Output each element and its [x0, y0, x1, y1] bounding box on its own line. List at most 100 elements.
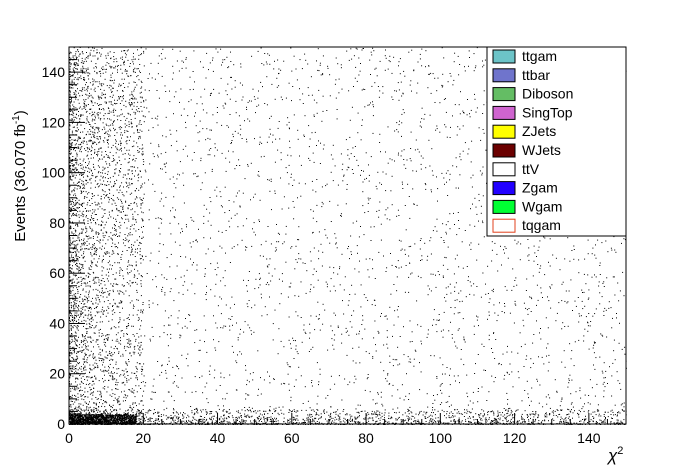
- scatter-point: [126, 346, 128, 348]
- scatter-point: [400, 266, 402, 268]
- scatter-point: [76, 358, 78, 360]
- scatter-point: [130, 226, 132, 227]
- scatter-point: [587, 274, 589, 276]
- scatter-point: [78, 336, 79, 338]
- scatter-point: [341, 169, 343, 171]
- scatter-point: [378, 251, 380, 253]
- scatter-point: [93, 277, 95, 279]
- scatter-point: [71, 190, 73, 192]
- scatter-point: [623, 238, 625, 240]
- scatter-point: [100, 279, 102, 281]
- scatter-point: [445, 172, 447, 174]
- scatter-point: [133, 98, 135, 100]
- scatter-point: [537, 264, 539, 265]
- scatter-point: [228, 126, 229, 128]
- scatter-point: [112, 289, 114, 291]
- scatter-point: [430, 273, 432, 275]
- scatter-point: [74, 158, 76, 160]
- scatter-point: [141, 276, 143, 278]
- scatter-point: [135, 98, 137, 100]
- scatter-point: [78, 319, 80, 321]
- scatter-point: [440, 421, 442, 423]
- scatter-point: [72, 206, 74, 207]
- scatter-point: [87, 148, 89, 150]
- scatter-point: [145, 382, 147, 384]
- scatter-point: [110, 76, 112, 78]
- scatter-point: [391, 175, 393, 177]
- scatter-point: [128, 121, 130, 123]
- scatter-point: [237, 192, 238, 194]
- scatter-point: [503, 378, 505, 380]
- scatter-point: [334, 233, 336, 235]
- scatter-point: [235, 112, 237, 114]
- scatter-point: [98, 127, 100, 129]
- scatter-point: [95, 307, 97, 309]
- scatter-point: [84, 140, 85, 142]
- scatter-point: [140, 280, 142, 282]
- scatter-point: [436, 230, 438, 232]
- scatter-point: [70, 170, 72, 172]
- scatter-point: [222, 105, 224, 107]
- scatter-point: [398, 65, 399, 67]
- scatter-point: [534, 252, 536, 254]
- scatter-point: [130, 166, 132, 168]
- scatter-point: [225, 103, 227, 105]
- scatter-point: [122, 250, 124, 252]
- scatter-point: [337, 409, 339, 411]
- scatter-point: [109, 293, 111, 295]
- scatter-point: [76, 140, 78, 142]
- scatter-point: [319, 163, 321, 164]
- scatter-point: [159, 200, 161, 202]
- scatter-point: [95, 251, 97, 253]
- scatter-point: [437, 188, 439, 190]
- scatter-point: [123, 293, 125, 295]
- scatter-point: [72, 142, 73, 144]
- scatter-point: [588, 395, 590, 396]
- scatter-point: [293, 114, 295, 116]
- scatter-point: [85, 412, 87, 414]
- scatter-point: [102, 255, 104, 257]
- scatter-point: [98, 357, 100, 359]
- scatter-point: [583, 410, 585, 412]
- scatter-point: [228, 150, 229, 152]
- scatter-point: [99, 104, 101, 106]
- scatter-point: [83, 358, 85, 360]
- scatter-point: [80, 124, 82, 126]
- scatter-point: [413, 203, 415, 205]
- scatter-point: [345, 139, 347, 141]
- scatter-point: [104, 388, 106, 390]
- scatter-point: [421, 48, 423, 50]
- scatter-point: [602, 282, 604, 284]
- scatter-point: [94, 70, 96, 72]
- scatter-point: [185, 358, 187, 360]
- scatter-point: [587, 321, 588, 323]
- scatter-point: [108, 365, 109, 367]
- scatter-point: [615, 251, 617, 253]
- scatter-point: [369, 197, 371, 199]
- scatter-point: [72, 108, 74, 109]
- scatter-point: [248, 300, 250, 301]
- scatter-point: [77, 138, 79, 140]
- scatter-point: [356, 159, 358, 161]
- scatter-point: [485, 293, 487, 295]
- scatter-point: [360, 174, 361, 176]
- scatter-point: [94, 81, 96, 83]
- scatter-point: [329, 388, 331, 390]
- scatter-point: [241, 99, 243, 101]
- scatter-point: [81, 264, 83, 266]
- scatter-point: [403, 112, 405, 114]
- scatter-point: [76, 384, 78, 386]
- scatter-point: [308, 415, 310, 417]
- scatter-point: [380, 239, 382, 241]
- scatter-point: [548, 354, 550, 356]
- scatter-point: [198, 349, 200, 351]
- scatter-point: [139, 197, 141, 199]
- scatter-point: [100, 195, 102, 197]
- scatter-point: [161, 168, 163, 170]
- scatter-point: [454, 258, 456, 260]
- scatter-point: [93, 402, 95, 404]
- scatter-point: [397, 407, 399, 409]
- scatter-point: [92, 353, 94, 355]
- scatter-point: [117, 119, 119, 121]
- scatter-point: [98, 233, 100, 235]
